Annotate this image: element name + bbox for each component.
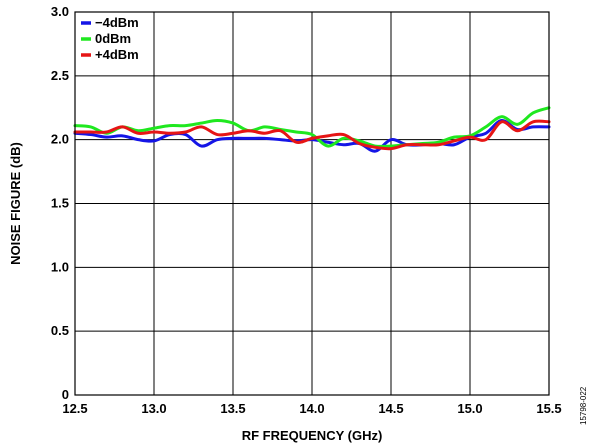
x-tick-label: 13.0 bbox=[141, 401, 166, 416]
legend-label: +4dBm bbox=[95, 47, 139, 62]
y-tick-label: 0.5 bbox=[51, 323, 69, 338]
y-axis-label: NOISE FIGURE (dB) bbox=[8, 142, 23, 265]
legend-label: 0dBm bbox=[95, 31, 131, 46]
series-line-2 bbox=[73, 119, 551, 151]
y-tick-label: 1.0 bbox=[51, 259, 69, 274]
y-tick-label: 2.5 bbox=[51, 68, 69, 83]
x-tick-labels: 12.5 13.0 13.5 14.0 14.5 15.0 15.5 bbox=[62, 401, 561, 416]
x-tick-label: 13.5 bbox=[220, 401, 245, 416]
y-tick-label: 1.5 bbox=[51, 196, 69, 211]
legend-label: −4dBm bbox=[95, 15, 139, 30]
x-tick-label: 12.5 bbox=[62, 401, 87, 416]
plot-frame bbox=[74, 11, 550, 396]
x-tick-label: 14.5 bbox=[378, 401, 403, 416]
y-tick-label: 2.0 bbox=[51, 132, 69, 147]
series-layer bbox=[73, 106, 551, 153]
y-tick-label: 3.0 bbox=[51, 4, 69, 19]
grid bbox=[74, 11, 550, 396]
x-axis-label: RF FREQUENCY (GHz) bbox=[242, 428, 383, 443]
y-tick-label: 0 bbox=[62, 387, 69, 402]
y-tick-labels: 0 0.5 1.0 1.5 2.0 2.5 3.0 bbox=[51, 4, 69, 402]
x-tick-label: 15.0 bbox=[457, 401, 482, 416]
figure-id-watermark: 15798-022 bbox=[579, 386, 588, 425]
x-tick-label: 14.0 bbox=[299, 401, 324, 416]
x-tick-label: 15.5 bbox=[536, 401, 561, 416]
